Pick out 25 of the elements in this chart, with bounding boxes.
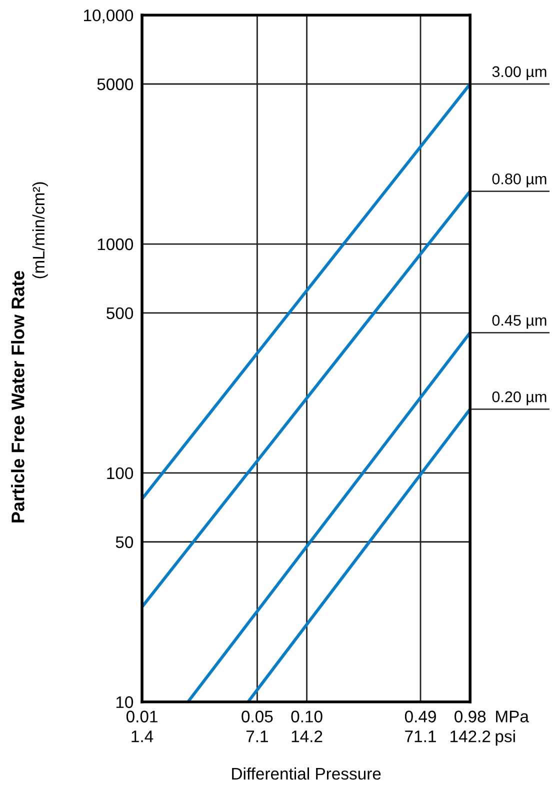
y-tick-label: 10 <box>116 696 134 708</box>
x-tick-label: 0.49 <box>404 710 436 722</box>
y-tick-label: 500 <box>106 307 134 320</box>
series-label: 0.45 µm <box>492 314 546 329</box>
x-tick-label: 0.01 <box>126 710 158 722</box>
y-tick-label: 100 <box>107 467 134 480</box>
y-tick-label: 5000 <box>97 78 134 90</box>
x-tick-label: 0.05 <box>242 710 273 722</box>
y-tick-label: 10,000 <box>84 9 134 24</box>
x-axis-title: Differential Pressure <box>232 767 381 780</box>
text: 7.1 <box>246 730 268 742</box>
text: 14.2 <box>292 730 322 742</box>
text: 1.4 <box>132 730 154 742</box>
series-label: 0.20 µm <box>492 391 546 406</box>
series-label: 0.80 µm <box>492 174 546 188</box>
text: 71.1 <box>405 730 436 742</box>
series-label: 3.00 µm <box>492 66 546 80</box>
y-tick-label: 50 <box>116 536 134 548</box>
x-tick-label: 0.98 <box>454 710 486 722</box>
text: 142.2 <box>450 730 490 742</box>
x-tick-label: 0.10 <box>291 710 322 722</box>
y-tick-label: 1000 <box>98 238 134 250</box>
text: MPa <box>496 710 529 722</box>
text: psi <box>496 730 515 746</box>
y-axis-title: Particle Free Water Flow Rate (mL/min/cm²) <box>11 182 48 522</box>
